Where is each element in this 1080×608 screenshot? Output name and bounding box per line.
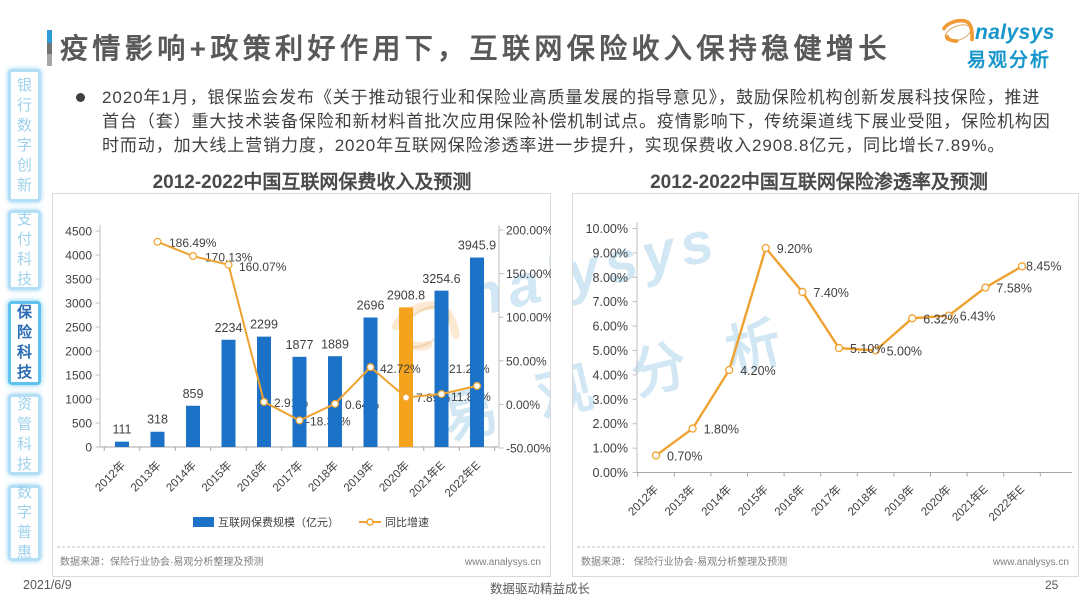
svg-text:1.00%: 1.00% bbox=[593, 442, 628, 456]
svg-text:10.00%: 10.00% bbox=[586, 222, 628, 236]
svg-text:5.00%: 5.00% bbox=[887, 345, 922, 359]
svg-text:2696: 2696 bbox=[357, 299, 385, 313]
svg-text:1500: 1500 bbox=[65, 369, 92, 383]
svg-text:5.10%: 5.10% bbox=[850, 342, 885, 356]
svg-text:7.58%: 7.58% bbox=[996, 282, 1031, 296]
svg-text:859: 859 bbox=[183, 387, 204, 401]
svg-text:互联网保费规模（亿元）: 互联网保费规模（亿元） bbox=[218, 515, 339, 529]
svg-text:数据来源： 保险行业协会·易观分析整理及预测: 数据来源： 保险行业协会·易观分析整理及预测 bbox=[581, 555, 787, 568]
svg-text:2016年: 2016年 bbox=[234, 458, 270, 494]
svg-text:8.45%: 8.45% bbox=[1026, 259, 1061, 273]
svg-text:50.00%: 50.00% bbox=[506, 354, 547, 368]
svg-text:2500: 2500 bbox=[65, 321, 92, 335]
svg-text:同比增速: 同比增速 bbox=[385, 515, 429, 529]
svg-text:4.00%: 4.00% bbox=[593, 368, 628, 382]
svg-text:2022年E: 2022年E bbox=[986, 482, 1028, 524]
svg-text:150.00%: 150.00% bbox=[506, 267, 551, 281]
svg-text:9.20%: 9.20% bbox=[777, 242, 812, 256]
svg-text:3500: 3500 bbox=[65, 273, 92, 287]
svg-text:2018年: 2018年 bbox=[305, 458, 341, 494]
svg-text:2015年: 2015年 bbox=[198, 458, 234, 494]
svg-text:0: 0 bbox=[85, 441, 92, 455]
svg-text:2020年: 2020年 bbox=[918, 482, 954, 518]
svg-text:0.70%: 0.70% bbox=[667, 449, 702, 463]
svg-text:4500: 4500 bbox=[65, 225, 92, 239]
svg-text:2020年: 2020年 bbox=[376, 458, 412, 494]
svg-text:3945.9: 3945.9 bbox=[458, 239, 496, 253]
svg-text:2015年: 2015年 bbox=[735, 482, 771, 518]
svg-text:www.analysys.cn: www.analysys.cn bbox=[464, 557, 541, 568]
svg-text:0.00%: 0.00% bbox=[593, 466, 628, 480]
svg-text:2017年: 2017年 bbox=[269, 458, 305, 494]
svg-text:0.00%: 0.00% bbox=[506, 398, 540, 412]
svg-text:-50.00%: -50.00% bbox=[506, 442, 551, 456]
svg-text:1889: 1889 bbox=[321, 337, 349, 351]
svg-text:6.43%: 6.43% bbox=[960, 310, 995, 324]
svg-text:2908.8: 2908.8 bbox=[387, 288, 425, 302]
svg-text:2022年E: 2022年E bbox=[442, 458, 484, 500]
svg-text:2013年: 2013年 bbox=[127, 458, 163, 494]
svg-text:1877: 1877 bbox=[286, 338, 314, 352]
svg-text:2017年: 2017年 bbox=[808, 482, 844, 518]
svg-text:100.00%: 100.00% bbox=[506, 311, 551, 325]
svg-text:3254.6: 3254.6 bbox=[422, 272, 460, 286]
svg-text:2014年: 2014年 bbox=[698, 482, 734, 518]
svg-text:186.49%: 186.49% bbox=[169, 236, 217, 250]
svg-text:1.80%: 1.80% bbox=[704, 423, 739, 437]
svg-text:2.00%: 2.00% bbox=[593, 417, 628, 431]
svg-text:4.20%: 4.20% bbox=[740, 364, 775, 378]
svg-text:3000: 3000 bbox=[65, 297, 92, 311]
svg-text:3.00%: 3.00% bbox=[593, 393, 628, 407]
svg-text:200.00%: 200.00% bbox=[506, 224, 551, 238]
svg-text:2016年: 2016年 bbox=[771, 482, 807, 518]
svg-text:500: 500 bbox=[72, 417, 92, 431]
svg-text:6.00%: 6.00% bbox=[593, 320, 628, 334]
svg-text:2012年: 2012年 bbox=[92, 458, 128, 494]
svg-text:2299: 2299 bbox=[250, 318, 278, 332]
svg-text:2021年E: 2021年E bbox=[406, 458, 448, 500]
svg-text:2019年: 2019年 bbox=[340, 458, 376, 494]
svg-text:1000: 1000 bbox=[65, 393, 92, 407]
svg-text:2019年: 2019年 bbox=[881, 482, 917, 518]
svg-text:6.32%: 6.32% bbox=[923, 312, 958, 326]
svg-text:7.40%: 7.40% bbox=[813, 286, 848, 300]
svg-text:9.00%: 9.00% bbox=[593, 246, 628, 260]
svg-text:2021年E: 2021年E bbox=[949, 482, 991, 524]
svg-text:2000: 2000 bbox=[65, 345, 92, 359]
svg-text:7.00%: 7.00% bbox=[593, 295, 628, 309]
svg-text:2014年: 2014年 bbox=[163, 458, 199, 494]
svg-text:42.72%: 42.72% bbox=[380, 362, 421, 376]
svg-text:数据来源：保险行业协会·易观分析整理及预测: 数据来源：保险行业协会·易观分析整理及预测 bbox=[60, 555, 263, 568]
svg-text:160.07%: 160.07% bbox=[239, 260, 287, 274]
svg-text:111: 111 bbox=[112, 423, 131, 437]
svg-text:www.analysys.cn: www.analysys.cn bbox=[992, 557, 1069, 568]
svg-text:318: 318 bbox=[147, 413, 168, 427]
svg-text:5.00%: 5.00% bbox=[593, 344, 628, 358]
svg-text:2018年: 2018年 bbox=[845, 482, 881, 518]
svg-text:8.00%: 8.00% bbox=[593, 271, 628, 285]
svg-text:2012年: 2012年 bbox=[625, 482, 661, 518]
svg-text:2013年: 2013年 bbox=[662, 482, 698, 518]
svg-text:2234: 2234 bbox=[215, 321, 243, 335]
svg-text:4000: 4000 bbox=[65, 249, 92, 263]
